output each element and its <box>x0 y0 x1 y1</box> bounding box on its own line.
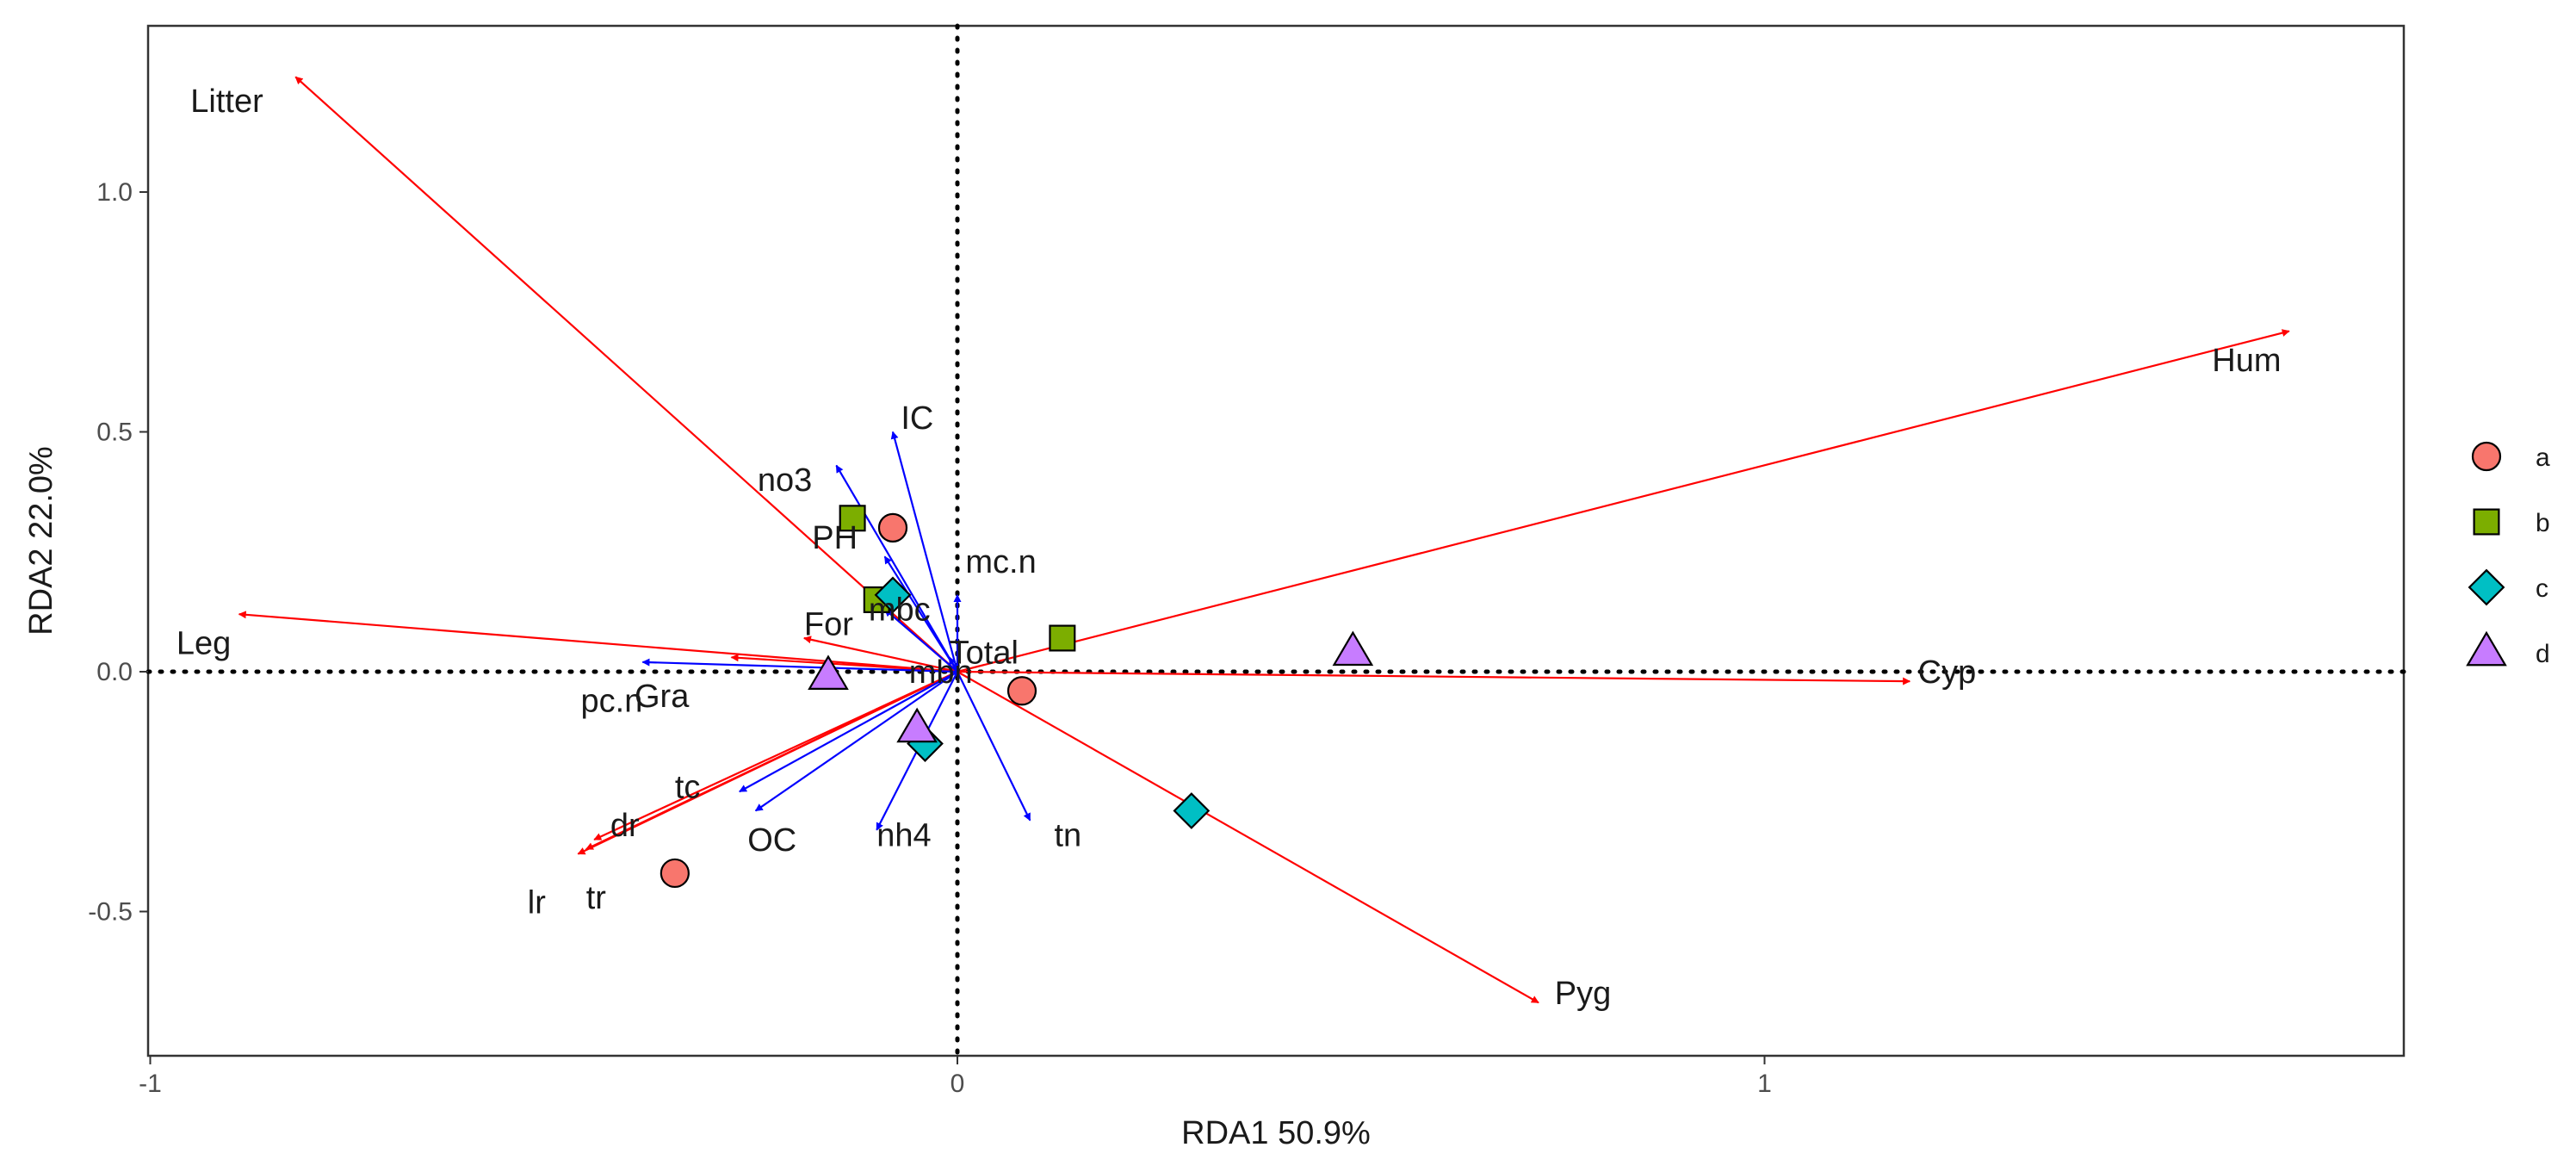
point-group-d <box>1332 630 1374 667</box>
label-tr: tr <box>586 880 607 916</box>
env-arrow-oc <box>754 671 958 812</box>
label-cyp: Cyp <box>1918 654 1977 691</box>
point-group-a <box>877 512 908 543</box>
legend-label-a: a <box>2536 443 2550 472</box>
label-leg: Leg <box>176 626 231 662</box>
point-group-c <box>1173 792 1211 829</box>
label-mc-n: mc.n <box>965 544 1036 580</box>
species-arrow-leg <box>238 611 958 673</box>
species-arrows <box>238 76 2290 1004</box>
y-tick-label: 1.0 <box>96 178 133 207</box>
species-arrow-gra <box>730 654 958 673</box>
species-arrow-hum <box>957 329 2290 673</box>
point-group-b <box>839 505 866 532</box>
env-arrow-ic <box>890 431 959 673</box>
label-tc: tc <box>675 770 701 806</box>
x-tick-label: 0 <box>951 1070 965 1098</box>
label-no3: no3 <box>758 462 812 499</box>
label-nh4: nh4 <box>876 817 931 853</box>
y-tick-label: -0.5 <box>88 898 133 927</box>
env-arrow-no3 <box>835 464 958 673</box>
env-arrow-ph <box>883 555 958 673</box>
point-group-b <box>1049 624 1076 652</box>
env-arrow-tn <box>957 671 1031 822</box>
label-for: For <box>804 606 853 642</box>
legend-key-b <box>2473 508 2500 536</box>
species-arrow-cyp <box>957 670 1911 685</box>
legend-label-b: b <box>2536 509 2550 537</box>
reference-lines <box>146 23 2406 1058</box>
x-axis-title: RDA1 50.9% <box>1181 1115 1371 1151</box>
y-tick-label: 0.5 <box>96 419 133 447</box>
point-group-d <box>896 707 938 743</box>
x-tick-label: -1 <box>139 1070 162 1098</box>
species-arrow-for <box>802 636 958 673</box>
legend-key-a <box>2471 441 2502 472</box>
env-arrow-pc-n <box>641 658 958 673</box>
legend-key-c <box>2468 568 2505 606</box>
label-gra: Gra <box>635 679 690 715</box>
env-arrow-mbn <box>948 656 958 673</box>
species-arrow-dr <box>593 671 958 840</box>
label-tn: tn <box>1055 817 1082 853</box>
label-total: Total <box>950 636 1019 672</box>
label-hum: Hum <box>2212 343 2281 379</box>
point-group-a <box>659 858 690 889</box>
axes: -1 0 1 -0.5 0.0 0.5 1.0 <box>88 178 1772 1098</box>
y-tick-label: 0.0 <box>96 658 133 686</box>
point-group-c <box>874 576 912 614</box>
label-ph: PH <box>812 520 858 556</box>
point-group-a <box>1006 676 1037 706</box>
label-mbc: mbc <box>869 592 931 629</box>
legend-label-d: d <box>2536 640 2550 668</box>
env-arrow-tc <box>739 671 958 793</box>
species-arrow-litter <box>294 76 958 673</box>
env-arrows <box>641 431 1031 831</box>
label-pc-n: pc.n <box>581 683 643 719</box>
label-ic: IC <box>901 400 933 437</box>
label-litter: Litter <box>190 84 263 120</box>
y-axis-title: RDA2 22.0% <box>23 446 59 636</box>
label-mbn: mbn <box>909 654 973 691</box>
label-lr: lr <box>528 884 546 921</box>
legend-key-d <box>2466 630 2507 667</box>
env-arrow-mbc <box>883 608 958 673</box>
label-pyg: Pyg <box>1555 976 1611 1012</box>
legend-label-c: c <box>2536 574 2548 603</box>
x-tick-label: 1 <box>1757 1070 1772 1098</box>
sample-points <box>659 505 1374 889</box>
label-dr: dr <box>610 808 640 844</box>
species-arrow-pyg <box>957 671 1539 1004</box>
point-group-d <box>808 654 849 690</box>
label-oc: OC <box>747 822 796 859</box>
panel-border <box>146 24 2406 1057</box>
legend: a b c d <box>2466 441 2550 668</box>
